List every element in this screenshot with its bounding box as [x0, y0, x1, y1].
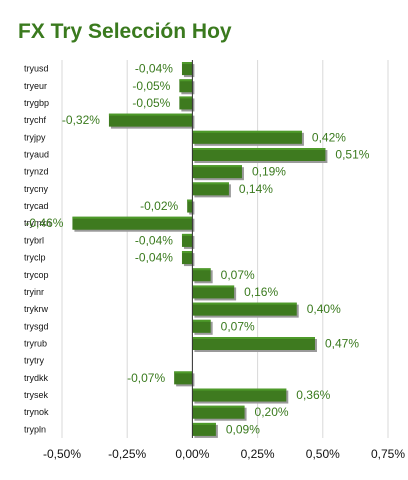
data-label: 0,42% — [312, 130, 346, 144]
data-label: 0,07% — [221, 268, 255, 282]
bar-highlight — [179, 96, 193, 99]
data-label: -0,04% — [135, 251, 173, 265]
bar — [187, 199, 193, 213]
x-tick-label: -0,25% — [108, 447, 146, 461]
bar-highlight — [192, 405, 245, 408]
bar-highlight — [181, 62, 193, 65]
category-label: tryeur — [24, 81, 47, 91]
category-label: trycad — [24, 201, 49, 211]
category-label: trynok — [24, 407, 49, 417]
category-label: trychf — [24, 115, 47, 125]
x-tick-label: 0,75% — [371, 447, 405, 461]
bar-highlight — [192, 182, 229, 185]
data-label: 0,07% — [221, 319, 255, 333]
data-label: -0,32% — [62, 113, 100, 127]
data-label: 0,40% — [307, 302, 341, 316]
bar — [179, 96, 193, 110]
bar-highlight — [179, 79, 193, 82]
bar — [192, 165, 242, 179]
bar — [192, 130, 302, 144]
x-tick-label: 0,25% — [241, 447, 275, 461]
bar — [192, 148, 326, 161]
data-label: 0,09% — [226, 422, 260, 436]
category-label: trygbp — [24, 98, 49, 108]
x-tick-label: 0,00% — [175, 447, 209, 461]
bar — [192, 388, 287, 402]
category-labels: tryusd tryeur trygbp trychf tryjpy tryaud tryn… — [24, 64, 51, 435]
bar-highlight — [108, 113, 193, 116]
category-label: tryclp — [24, 253, 46, 263]
bar — [192, 285, 235, 299]
x-tick-label: 0,50% — [306, 447, 340, 461]
bar-highlight — [181, 251, 193, 254]
bar-highlight — [192, 148, 326, 150]
data-label: -0,04% — [135, 233, 173, 247]
chart-title: FX Try Selección Hoy — [18, 20, 232, 43]
bar — [192, 268, 211, 282]
x-tick-label: -0,50% — [43, 447, 81, 461]
data-label: 0,51% — [335, 148, 369, 162]
data-labels: -0,04% -0,05% -0,05% -0,32% 0,42% 0,51% 0,19% 0… — [25, 62, 369, 437]
data-label: -0,05% — [132, 96, 170, 110]
bar — [192, 302, 297, 316]
data-label: -0,07% — [127, 371, 165, 385]
category-label: trydkk — [24, 373, 49, 383]
data-label: -0,05% — [132, 79, 170, 93]
data-label: -0,02% — [140, 199, 178, 213]
data-label: 0,14% — [239, 182, 273, 196]
category-label: tryjpy — [24, 132, 46, 142]
bar-highlight — [192, 302, 297, 305]
category-label: trycny — [24, 184, 49, 194]
data-label: 0,47% — [325, 337, 359, 351]
bar-highlight — [187, 199, 193, 202]
bar-highlight — [192, 268, 211, 271]
bar — [192, 405, 245, 419]
category-label: tryusd — [24, 64, 49, 74]
bar-highlight — [174, 371, 193, 374]
category-label: trycop — [24, 270, 49, 280]
bar-highlight — [192, 285, 235, 288]
data-label: 0,16% — [244, 285, 278, 299]
bar — [192, 319, 211, 333]
bar — [192, 182, 229, 196]
category-label: trysgd — [24, 321, 49, 331]
category-label: trykrw — [24, 304, 48, 314]
category-label: trymxn — [24, 218, 51, 228]
category-label: tryinr — [24, 287, 44, 297]
bar — [181, 233, 193, 247]
bars — [72, 62, 328, 438]
data-label: -0,04% — [135, 62, 173, 76]
bar — [174, 371, 193, 385]
bar — [72, 216, 193, 230]
category-label: trynzd — [24, 167, 49, 177]
bar-highlight — [72, 216, 193, 219]
bar — [179, 79, 193, 93]
category-label: trypln — [24, 424, 46, 434]
bar-highlight — [192, 130, 302, 133]
bar — [108, 113, 193, 127]
category-label: tryrub — [24, 339, 47, 349]
category-label: tryaud — [24, 150, 49, 160]
bar-highlight — [181, 233, 193, 236]
x-tick-labels: -0,50% -0,25% 0,00% 0,25% 0,50% 0,75% — [43, 447, 405, 461]
bar-highlight — [192, 422, 216, 425]
bar — [192, 422, 216, 436]
data-label: 0,19% — [252, 165, 286, 179]
bar-highlight — [192, 388, 287, 391]
category-label: trysek — [24, 390, 49, 400]
bar-highlight — [192, 319, 211, 322]
bar — [192, 337, 315, 350]
data-label: 0,36% — [296, 388, 330, 402]
bar-highlight — [192, 165, 242, 168]
bar-highlight — [192, 337, 315, 339]
data-label: 0,20% — [255, 405, 289, 419]
bar — [181, 251, 193, 265]
bar — [181, 62, 193, 76]
category-label: trytry — [24, 356, 44, 366]
data-label: -0,46% — [25, 216, 63, 230]
category-label: trybrl — [24, 235, 44, 245]
